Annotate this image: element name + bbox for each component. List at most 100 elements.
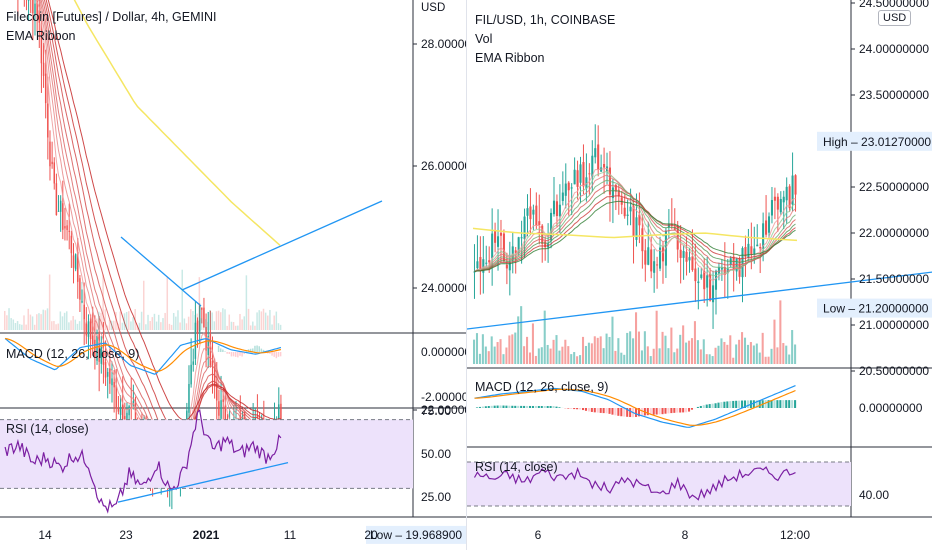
volume-bar xyxy=(153,313,156,330)
candle-body xyxy=(32,0,34,14)
macd-histogram-bar xyxy=(649,408,652,415)
left-chart-canvas[interactable]: 28.000000 26.000000 24.000000 22.000000 Low … xyxy=(0,0,466,550)
volume-bar xyxy=(219,312,222,330)
volume-bar xyxy=(260,311,263,330)
volume-bar xyxy=(59,311,62,330)
candle-body xyxy=(611,187,614,199)
candle-body xyxy=(594,148,597,158)
candle-body xyxy=(111,378,113,386)
macd-histogram-bar xyxy=(791,400,794,408)
volume-bar xyxy=(279,324,282,330)
candle-body xyxy=(59,200,62,212)
macd-histogram-bar xyxy=(232,352,235,357)
macd-histogram-bar xyxy=(667,408,670,414)
volume-bar xyxy=(720,338,723,364)
macd-histogram-bar xyxy=(605,408,608,414)
volume-bar xyxy=(726,344,729,364)
candle-body xyxy=(488,260,491,263)
volume-bar xyxy=(85,322,87,330)
volume-bar xyxy=(664,335,667,364)
candle-body xyxy=(717,267,720,274)
right-low-label: Low – 21.20000000 xyxy=(823,302,929,316)
candle-body xyxy=(128,406,130,416)
candle-body xyxy=(561,192,564,201)
left-rsi-label: RSI (14, close) xyxy=(6,422,89,436)
volume-bar xyxy=(608,336,611,364)
right-price-tick-label: 24.50000000 xyxy=(859,0,929,10)
volume-bar xyxy=(138,322,141,330)
candle-body xyxy=(570,187,573,189)
candle-body xyxy=(712,285,715,303)
macd-histogram-bar xyxy=(652,408,655,415)
candle-body xyxy=(77,251,79,282)
volume-bar xyxy=(14,323,17,330)
volume-bar xyxy=(57,323,59,330)
volume-bar xyxy=(649,356,652,364)
volume-bar xyxy=(732,357,735,364)
macd-histogram-bar xyxy=(640,408,643,416)
candle-body xyxy=(685,251,688,262)
candle-body xyxy=(72,255,75,268)
volume-bar xyxy=(537,348,540,364)
volume-bar xyxy=(626,332,629,364)
volume-bar xyxy=(685,342,688,364)
volume-bar xyxy=(74,319,77,330)
macd-histogram-bar xyxy=(277,352,280,357)
volume-bar xyxy=(117,323,119,330)
macd-histogram-bar xyxy=(720,402,723,408)
volume-bar xyxy=(29,314,32,330)
candle-body xyxy=(529,206,532,220)
volume-bar xyxy=(80,281,83,330)
candle-body xyxy=(538,221,541,226)
left-chart-pane[interactable]: 28.000000 26.000000 24.000000 22.000000 Low … xyxy=(0,0,466,550)
volume-bar xyxy=(258,310,260,330)
right-time-tick-label: 6 xyxy=(535,528,542,542)
volume-bar xyxy=(693,321,696,364)
volume-bar xyxy=(552,339,555,364)
volume-bar xyxy=(743,337,747,364)
volume-bar xyxy=(40,314,42,330)
candle-body xyxy=(57,210,60,212)
macd-histogram-bar xyxy=(599,408,602,413)
left-rsi-tick-label: 50.00 xyxy=(421,447,451,461)
macd-histogram-bar xyxy=(714,403,717,408)
ema-ribbon-line xyxy=(474,184,796,272)
volume-bar xyxy=(44,310,47,330)
volume-bar xyxy=(779,300,782,364)
candle-body xyxy=(44,73,47,104)
candle-body xyxy=(117,407,120,412)
right-currency-button[interactable]: USD xyxy=(878,10,912,26)
volume-bar xyxy=(237,325,239,330)
candle-body xyxy=(220,400,222,419)
candle-body xyxy=(34,3,36,15)
right-chart-pane[interactable]: 24.50000000 24.00000000 23.50000000 22.5000… xyxy=(466,0,932,550)
left-macd-label: MACD (12, 26, close, 9) xyxy=(6,347,140,361)
candle-body xyxy=(526,208,529,216)
volume-bar xyxy=(540,347,543,364)
macd-histogram-bar xyxy=(222,349,224,352)
volume-bar xyxy=(72,316,74,330)
macd-histogram-bar xyxy=(726,401,729,408)
candle-body xyxy=(582,162,585,187)
candle-body xyxy=(753,248,756,254)
volume-bar xyxy=(38,313,40,330)
macd-histogram-bar xyxy=(776,400,779,408)
macd-histogram-bar xyxy=(484,406,487,408)
left-price-tick-label: 28.000000 xyxy=(421,37,466,51)
macd-histogram-bar xyxy=(241,352,243,357)
macd-histogram-bar xyxy=(767,400,770,408)
volume-bar xyxy=(190,309,192,330)
ema-ribbon-line xyxy=(43,0,281,452)
volume-bar xyxy=(215,311,218,330)
volume-bar xyxy=(123,313,126,330)
macd-histogram-bar xyxy=(567,408,570,409)
macd-histogram-bar xyxy=(523,405,526,408)
left-price-tick-label: 26.000000 xyxy=(421,159,466,173)
right-macd-tick-label: 0.00000000 xyxy=(859,401,923,415)
macd-histogram-bar xyxy=(673,408,676,413)
right-high-chip xyxy=(817,131,932,151)
volume-bar xyxy=(635,312,638,364)
right-chart-canvas[interactable]: 24.50000000 24.00000000 23.50000000 22.5000… xyxy=(467,0,932,550)
volume-bar xyxy=(46,308,49,330)
candle-body xyxy=(196,320,199,334)
